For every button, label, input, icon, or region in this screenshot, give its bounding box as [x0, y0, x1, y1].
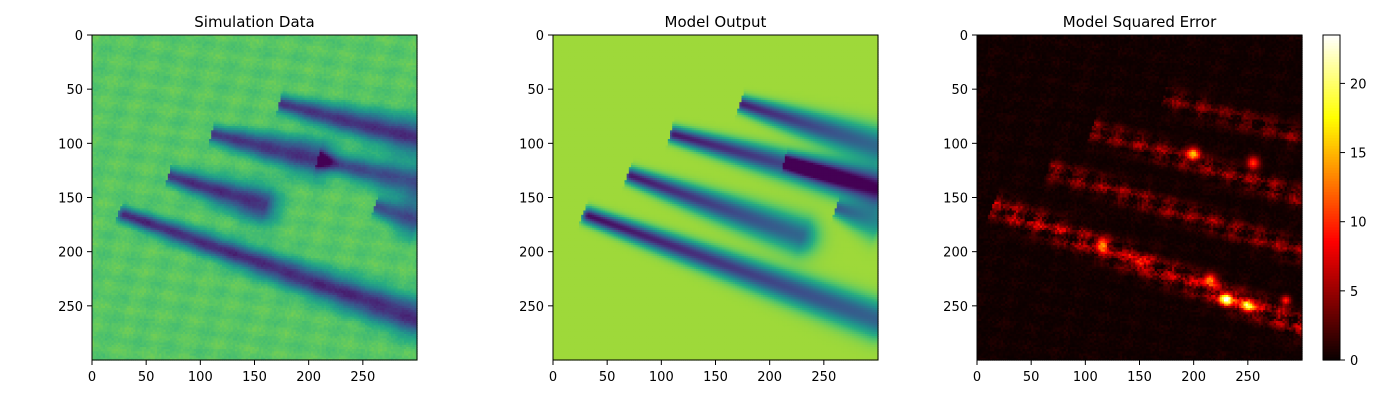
y-tick-label: 250 [519, 300, 544, 315]
y-tick-label: 200 [519, 246, 544, 261]
x-tick-label: 250 [1235, 370, 1260, 385]
x-tick-label: 200 [1181, 370, 1206, 385]
colorbar-tick-label: 10 [1350, 216, 1367, 231]
y-tick-label: 100 [943, 137, 968, 152]
y-tick-label: 0 [536, 29, 544, 44]
y-tick-label: 50 [66, 83, 83, 98]
x-tick-label: 100 [649, 370, 674, 385]
panel-title-2: Model Output [665, 13, 767, 31]
colorbar-tick-label: 15 [1350, 147, 1367, 162]
panel-title-1: Simulation Data [194, 13, 314, 31]
y-tick-label: 50 [951, 83, 968, 98]
y-tick-label: 100 [58, 137, 83, 152]
y-tick-label: 0 [960, 29, 968, 44]
x-tick-label: 250 [350, 370, 375, 385]
x-tick-label: 0 [549, 370, 557, 385]
panel-title-3: Model Squared Error [1063, 13, 1217, 31]
y-tick-label: 200 [58, 246, 83, 261]
colorbar-tick-label: 20 [1350, 77, 1367, 92]
x-tick-label: 150 [703, 370, 728, 385]
panel-1: Simulation Data 0 50 100 150 200 250 0 50 100 150 2… [58, 13, 417, 385]
heatmap-image-1 [92, 35, 418, 361]
heatmap-image-2 [553, 35, 879, 361]
y-tick-label: 250 [58, 300, 83, 315]
x-tick-label: 250 [811, 370, 836, 385]
x-tick-label: 150 [1127, 370, 1152, 385]
x-tick-label: 50 [138, 370, 155, 385]
x-tick-label: 100 [188, 370, 213, 385]
y-tick-label: 0 [75, 29, 83, 44]
y-tick-label: 150 [519, 192, 544, 207]
panel-3: Model Squared Error 0 50 100 150 200 250 0 50 100… [943, 13, 1302, 385]
y-tick-label: 100 [519, 137, 544, 152]
colorbar: 0 5 10 15 20 [1323, 35, 1367, 369]
x-tick-label: 100 [1073, 370, 1098, 385]
heatmap-image-3 [977, 35, 1303, 361]
colorbar-tick-label: 0 [1350, 354, 1358, 369]
x-tick-label: 50 [1023, 370, 1040, 385]
y-tick-label: 200 [943, 246, 968, 261]
colorbar-gradient [1323, 35, 1340, 361]
x-tick-label: 0 [973, 370, 981, 385]
y-tick-label: 250 [943, 300, 968, 315]
x-tick-label: 150 [242, 370, 267, 385]
colorbar-tick-label: 5 [1350, 285, 1358, 300]
y-tick-label: 50 [527, 83, 544, 98]
x-tick-label: 200 [757, 370, 782, 385]
y-tick-label: 150 [58, 192, 83, 207]
x-tick-label: 0 [88, 370, 96, 385]
x-tick-label: 50 [599, 370, 616, 385]
y-tick-label: 150 [943, 192, 968, 207]
x-tick-label: 200 [296, 370, 321, 385]
panel-2: Model Output 0 50 100 150 200 250 0 50 100 150 200 2… [519, 13, 878, 385]
